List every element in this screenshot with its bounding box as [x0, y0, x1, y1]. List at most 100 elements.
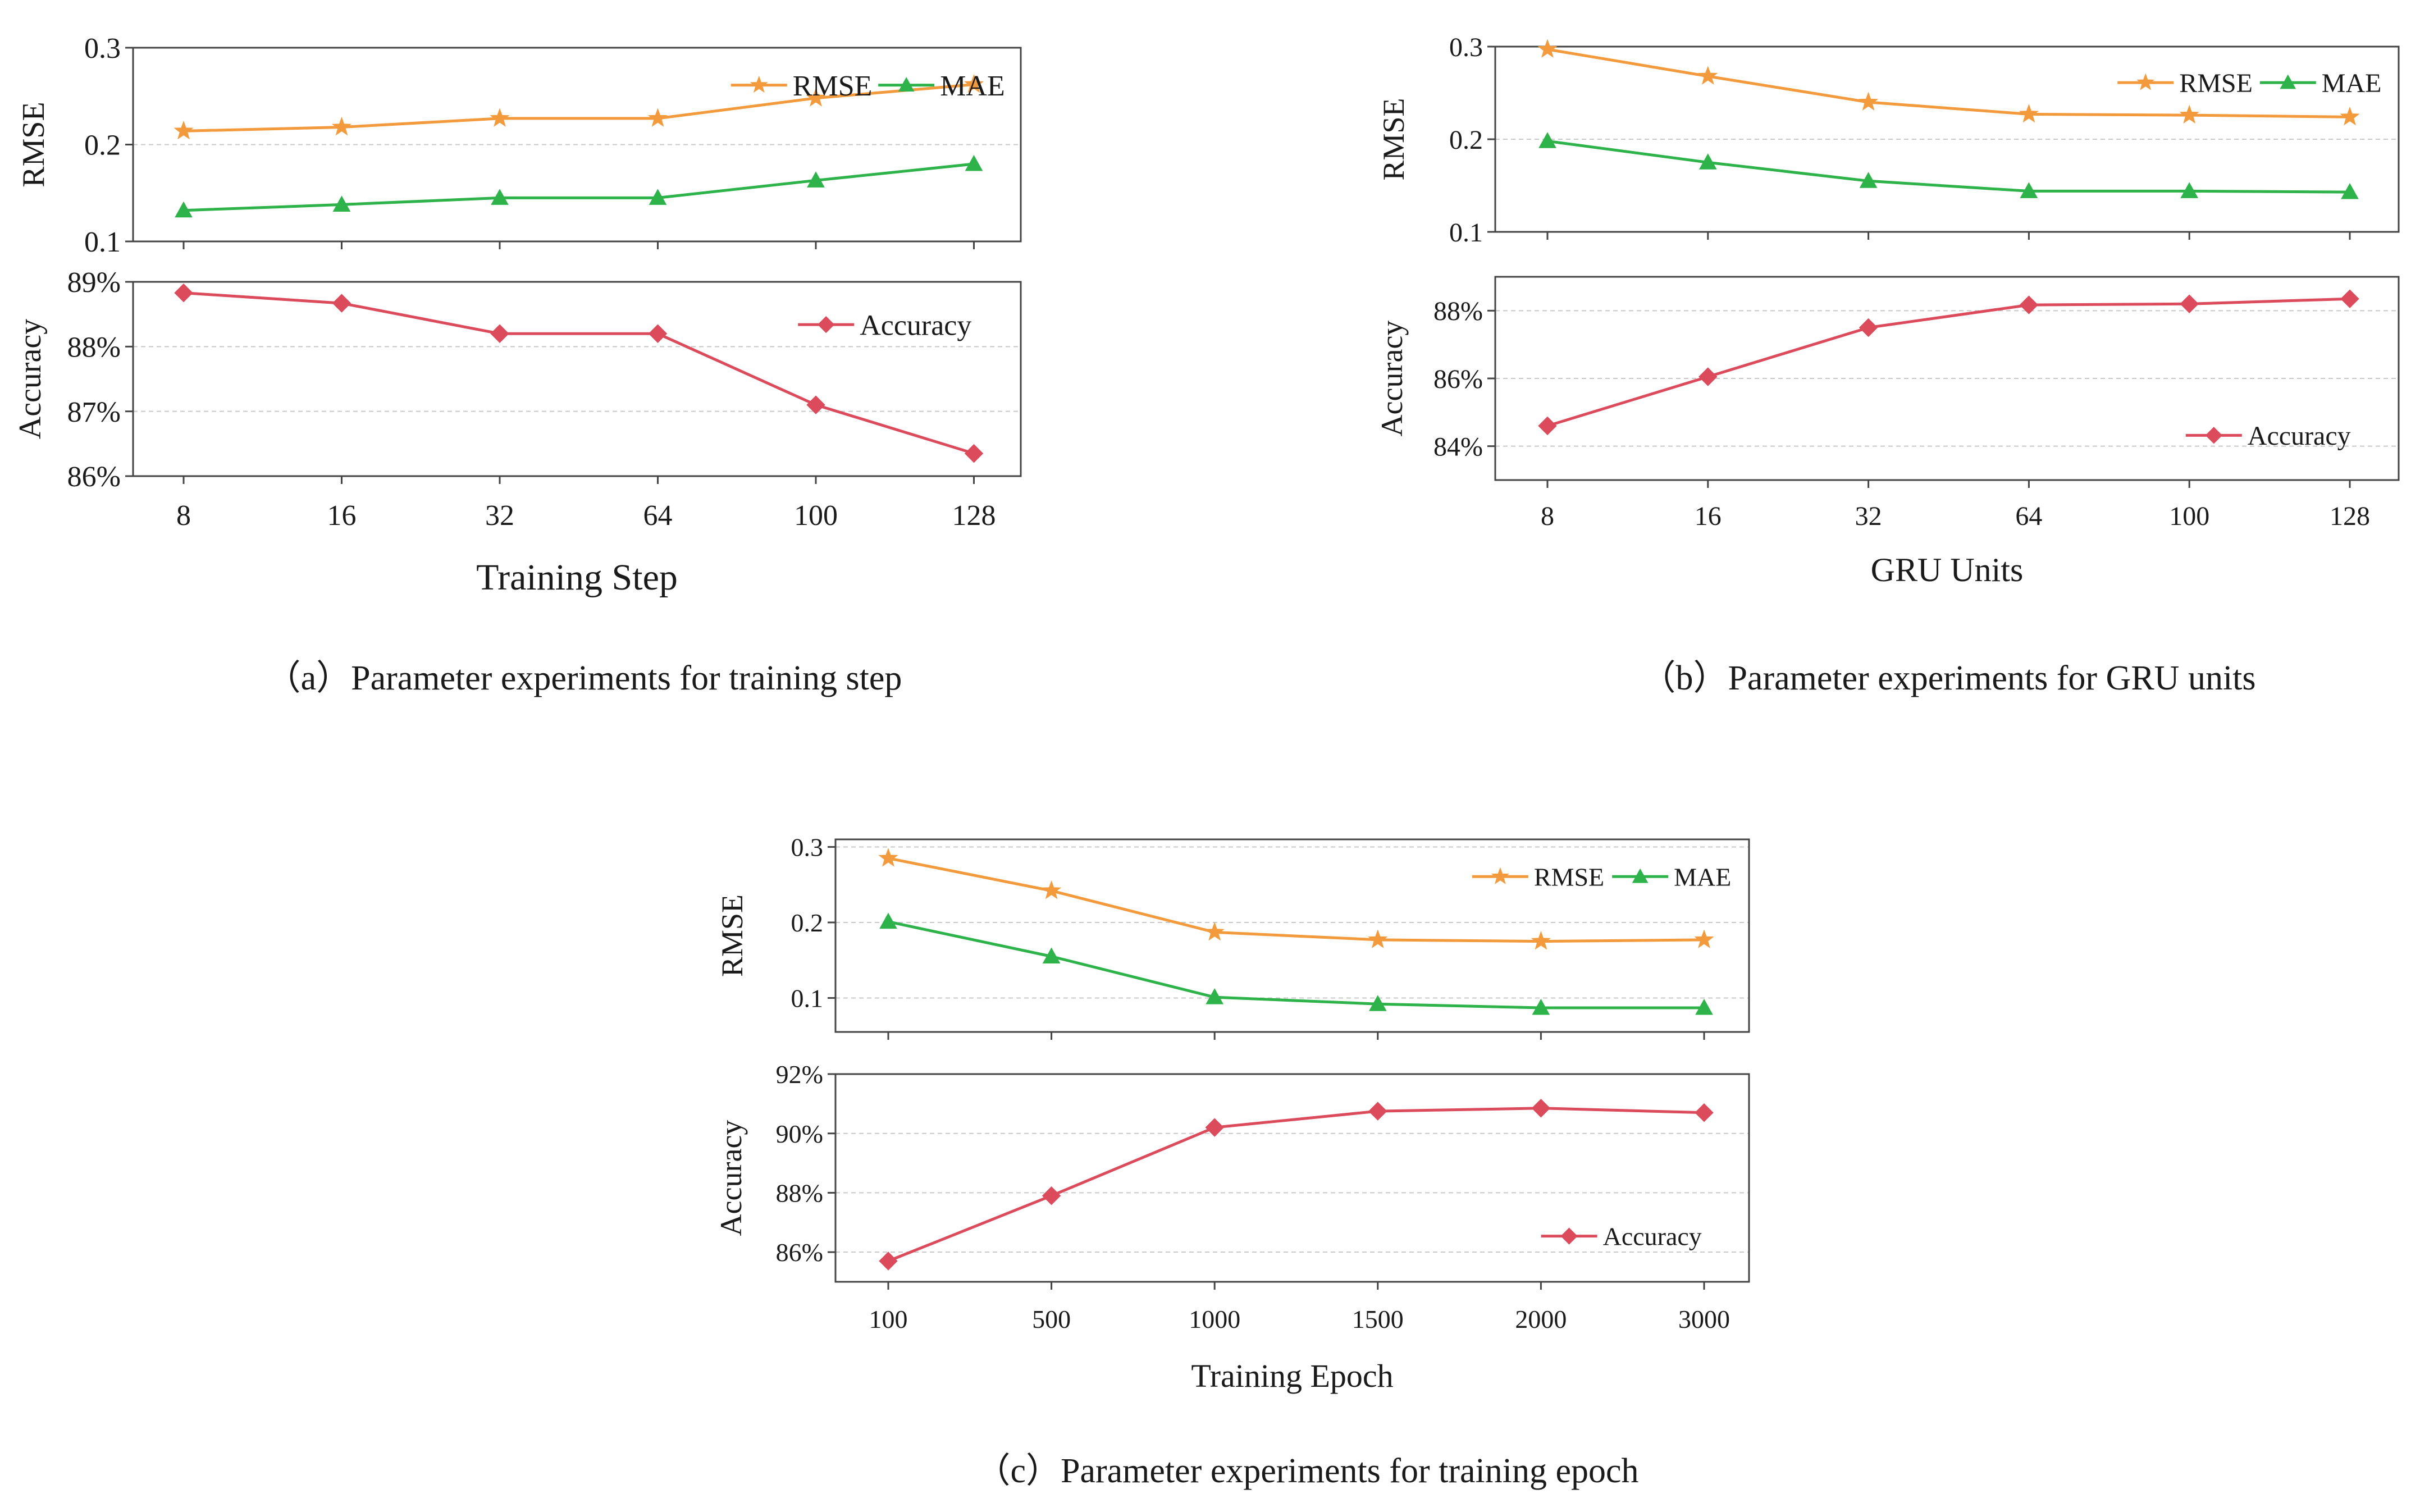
legend-marker-mae	[898, 77, 915, 92]
rmse-point	[2340, 106, 2360, 126]
series-line-mae	[1547, 139, 2350, 194]
x-tick-label: 16	[1695, 501, 1722, 531]
top-panel: 0.1 0.2 0.3 RMSE RMSE MAE	[1377, 33, 2400, 248]
accuracy-point	[2180, 294, 2199, 313]
series-accuracy	[174, 283, 984, 463]
accuracy-point	[879, 1251, 898, 1271]
rmse-point	[1859, 92, 1879, 111]
legend-marker-rmse	[750, 75, 768, 93]
legend-item-accuracy: Accuracy	[798, 309, 971, 341]
accuracy-point	[332, 294, 351, 313]
mae-point	[649, 189, 667, 205]
mae-point	[2341, 183, 2359, 199]
accuracy-point	[964, 444, 984, 463]
legend-label: MAE	[2322, 68, 2382, 98]
legend-item-accuracy: Accuracy	[1541, 1222, 1702, 1251]
top-legend: RMSE MAE	[730, 70, 1005, 102]
mae-point	[879, 912, 897, 929]
series-line-mae	[183, 162, 974, 212]
x-tick-label: 128	[952, 500, 996, 532]
series-line-rmse	[183, 83, 974, 133]
rmse-point	[1694, 929, 1714, 948]
legend-item-rmse: RMSE	[2117, 68, 2253, 98]
bottom-panel: 84% 86% 88% Accuracy Accuracy	[1375, 276, 2400, 488]
series-mae	[879, 912, 1713, 1015]
legend-marker-mae	[2280, 74, 2296, 89]
legend-item-mae: MAE	[1612, 862, 1731, 891]
bottom-panel: 86% 87% 88% 89% Accuracy Accuracy	[13, 267, 1022, 493]
y-tick-label: 89%	[67, 267, 121, 299]
mae-point	[332, 195, 351, 212]
rmse-point	[1368, 929, 1388, 948]
x-tick-label: 1500	[1352, 1305, 1404, 1333]
accuracy-point	[1368, 1102, 1387, 1121]
bottom-panel: 86% 88% 90% 92% Accuracy Accuracy	[714, 1060, 1750, 1290]
accuracy-point	[490, 324, 509, 343]
legend-label: Accuracy	[2248, 421, 2351, 451]
plot-frame	[834, 838, 1750, 1033]
bottom-legend: Accuracy	[798, 309, 971, 341]
plot-frame	[132, 281, 1022, 477]
accuracy-point	[1205, 1118, 1224, 1137]
y-tick-label: 0.1	[1449, 218, 1483, 248]
x-tick-label: 100	[794, 500, 838, 532]
accuracy-point	[1531, 1099, 1551, 1118]
bottom-y-axis-label: Accuracy	[13, 319, 48, 440]
legend-item-rmse: RMSE	[1472, 862, 1604, 891]
accuracy-point	[2019, 295, 2039, 314]
mae-point	[1695, 998, 1713, 1015]
y-tick-label: 0.2	[1449, 125, 1483, 155]
legend-label: Accuracy	[860, 309, 971, 341]
y-tick-label: 0.2	[791, 908, 824, 937]
plot-frame	[834, 1073, 1750, 1283]
rmse-point	[2179, 104, 2199, 124]
y-tick-label: 86%	[776, 1238, 823, 1267]
y-tick-label: 0.3	[1449, 33, 1483, 62]
legend-label: RMSE	[1534, 862, 1604, 891]
series-accuracy	[1538, 289, 2359, 436]
x-tick-label: 3000	[1678, 1305, 1730, 1333]
x-tick-label: 16	[327, 500, 357, 532]
y-tick-label: 86%	[1433, 364, 1483, 394]
x-axis-title: Training Step	[476, 557, 678, 598]
legend-label: MAE	[1674, 862, 1731, 891]
x-tick-label: 8	[1541, 501, 1554, 531]
figure-caption-c: （c）Parameter experiments for training ep…	[976, 1452, 1639, 1490]
accuracy-point	[2340, 289, 2359, 308]
x-tick-label: 64	[2015, 501, 2042, 531]
y-tick-label: 88%	[776, 1179, 823, 1208]
y-tick-label: 0.3	[84, 33, 121, 65]
rmse-point	[2019, 103, 2039, 123]
legend-marker-mae	[1632, 868, 1649, 883]
y-tick-label: 0.2	[84, 130, 121, 162]
accuracy-point	[1538, 416, 1557, 436]
top-panel: 0.1 0.2 0.3 RMSE RMSE MAE	[715, 833, 1750, 1040]
rmse-point	[331, 117, 352, 136]
legend-item-mae: MAE	[2259, 68, 2382, 98]
bottom-legend: Accuracy	[1541, 1222, 1702, 1251]
top-legend: RMSE MAE	[1472, 862, 1731, 891]
accuracy-point	[1698, 367, 1718, 386]
bottom-y-axis-label: Accuracy	[714, 1120, 748, 1236]
rmse-point	[1698, 66, 1718, 85]
legend-marker-rmse	[2136, 73, 2155, 90]
chart-a: 0.1 0.2 0.3 RMSE RMSE MAE 86% 87% 88% 89% Accuracy…	[13, 33, 1022, 697]
accuracy-point	[1695, 1103, 1714, 1122]
series-line-accuracy	[888, 1107, 1705, 1263]
mae-point	[1368, 995, 1387, 1011]
mae-point	[1698, 153, 1717, 170]
rmse-point	[490, 108, 510, 127]
rmse-point	[1537, 39, 1558, 58]
rmse-point	[1531, 931, 1551, 950]
figure-caption-b: （b）Parameter experiments for GRU units	[1641, 659, 2255, 697]
x-tick-label: 100	[869, 1305, 908, 1333]
x-tick-label: 100	[2169, 501, 2209, 531]
legend-label: Accuracy	[1603, 1222, 1702, 1251]
y-tick-label: 88%	[1433, 296, 1483, 326]
mae-point	[1532, 998, 1550, 1015]
series-line-rmse	[1547, 48, 2350, 118]
accuracy-point	[174, 283, 193, 303]
legend-marker-rmse	[1491, 867, 1509, 884]
mae-point	[965, 154, 983, 171]
